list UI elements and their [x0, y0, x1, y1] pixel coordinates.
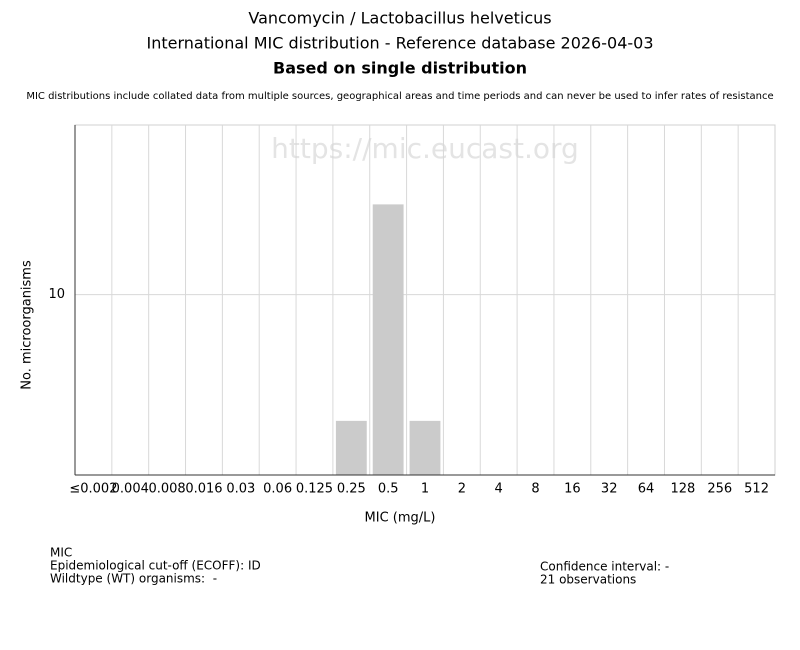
x-tick-label: 0.125 — [296, 482, 333, 497]
x-tick-label: 0.06 — [263, 482, 292, 497]
chart-title: Vancomycin / Lactobacillus helveticus — [248, 9, 551, 28]
bar — [335, 420, 367, 475]
x-tick-label: 4 — [495, 482, 503, 497]
chart-subtitle: Based on single distribution — [273, 59, 527, 78]
x-tick-label: 16 — [564, 482, 581, 497]
footer-text: MIC — [50, 546, 72, 560]
x-axis-label: MIC (mg/L) — [365, 511, 436, 526]
footer-text: 21 observations — [540, 573, 636, 587]
x-tick-label: 2 — [458, 482, 466, 497]
x-tick-label: 0.004 — [112, 482, 149, 497]
bar — [372, 204, 404, 475]
y-tick-label: 10 — [48, 287, 65, 302]
x-tick-label: 32 — [601, 482, 618, 497]
footer-text: Wildtype (WT) organisms: - — [50, 572, 217, 586]
footer-text: Epidemiological cut-off (ECOFF): ID — [50, 559, 261, 573]
x-tick-label: 0.016 — [185, 482, 222, 497]
chart-note: MIC distributions include collated data … — [26, 91, 773, 102]
watermark: https://mic.eucast.org — [271, 132, 579, 165]
chart-title: International MIC distribution - Referen… — [146, 34, 653, 53]
x-tick-label: 8 — [531, 482, 539, 497]
x-tick-label: 0.03 — [226, 482, 255, 497]
x-tick-label: 512 — [744, 482, 769, 497]
bar — [409, 420, 441, 475]
x-tick-label: ≤0.002 — [69, 482, 117, 497]
x-tick-label: 1 — [421, 482, 429, 497]
x-tick-label: 0.5 — [378, 482, 399, 497]
x-tick-label: 0.008 — [148, 482, 185, 497]
x-tick-label: 64 — [638, 482, 655, 497]
x-tick-label: 0.25 — [337, 482, 366, 497]
x-tick-label: 256 — [707, 482, 732, 497]
x-tick-label: 128 — [670, 482, 695, 497]
y-axis-label: No. microorganisms — [20, 260, 35, 390]
footer-text: Confidence interval: - — [540, 560, 669, 574]
